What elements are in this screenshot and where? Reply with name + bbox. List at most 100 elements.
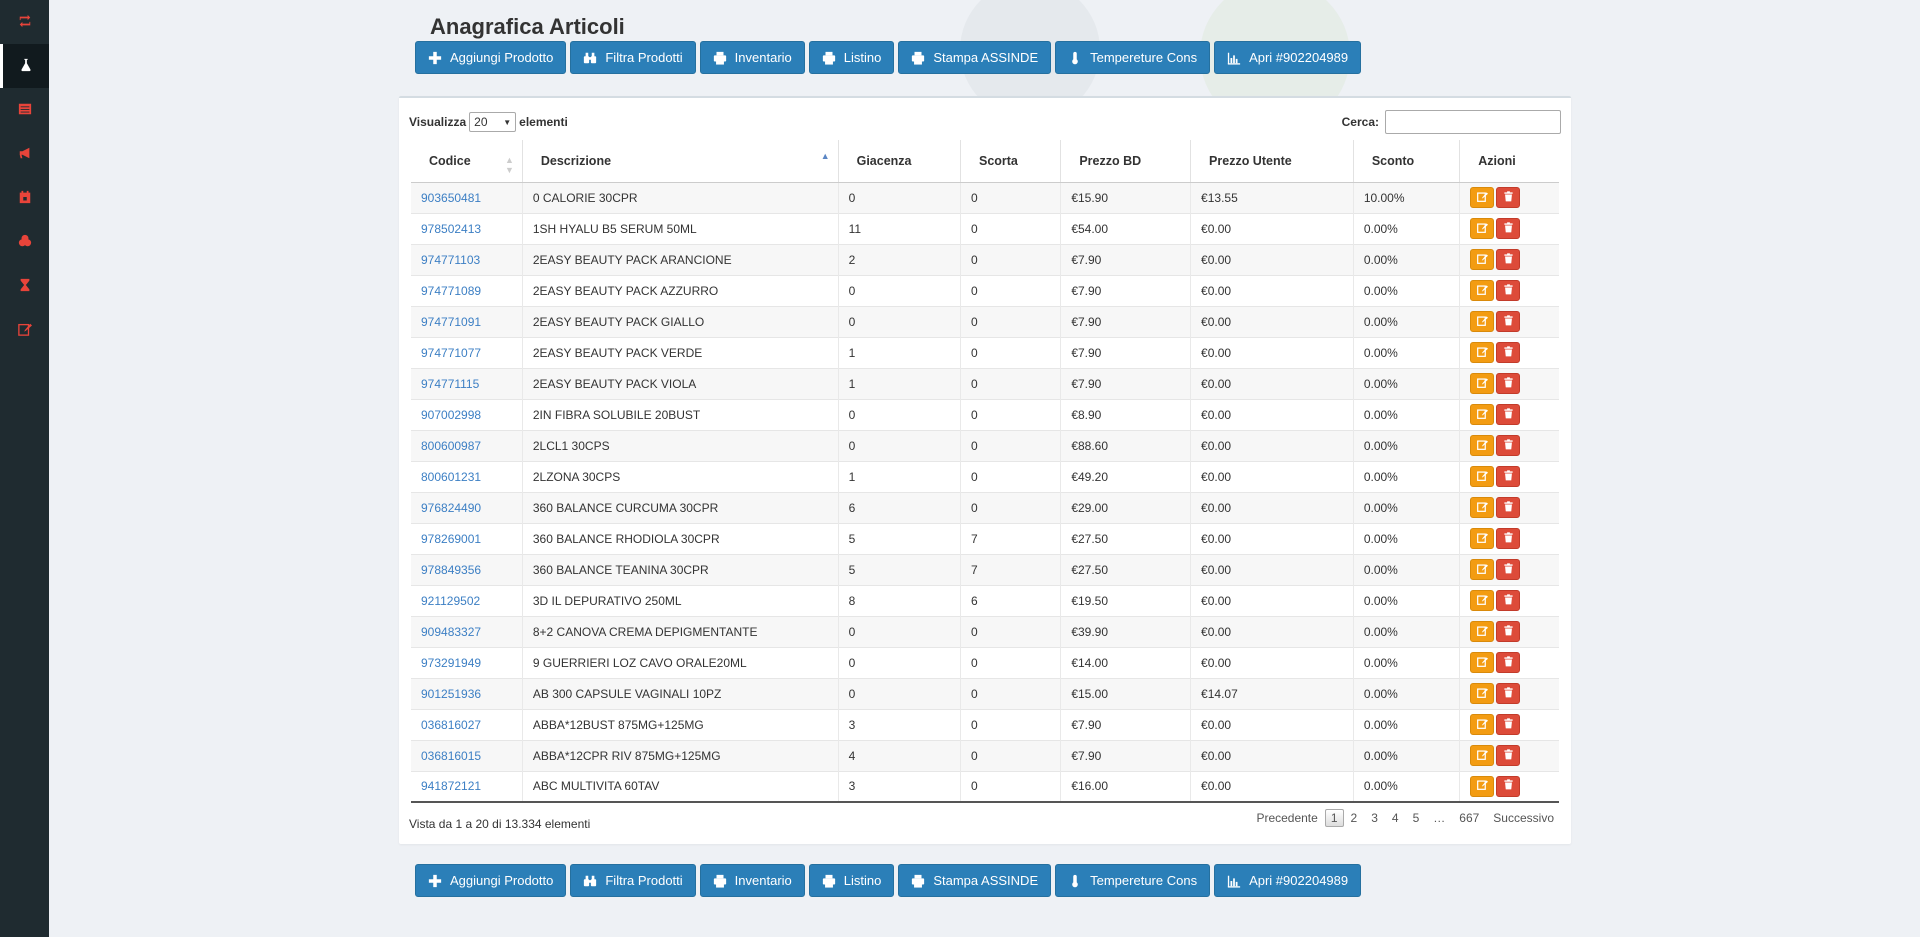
sidebar-item[interactable] (0, 88, 49, 132)
tempereture-cons-button[interactable]: Tempereture Cons (1055, 864, 1211, 897)
delete-button[interactable] (1496, 528, 1521, 549)
apri-902204989-button[interactable]: Apri #902204989 (1214, 864, 1362, 897)
product-code-link[interactable]: 978269001 (411, 522, 523, 554)
pagination-page[interactable]: 2 (1350, 811, 1358, 825)
edit-button[interactable] (1470, 249, 1495, 270)
edit-button[interactable] (1470, 714, 1495, 735)
product-code-link[interactable]: 036816015 (411, 739, 523, 771)
filtra-prodotti-button[interactable]: Filtra Prodotti (570, 864, 696, 897)
edit-button[interactable] (1470, 590, 1495, 611)
column-header[interactable]: Sconto (1353, 140, 1461, 183)
delete-button[interactable] (1496, 249, 1521, 270)
product-code-link[interactable]: 974771091 (411, 305, 523, 337)
edit-button[interactable] (1470, 435, 1495, 456)
product-code-link[interactable]: 974771103 (411, 243, 523, 275)
delete-button[interactable] (1496, 404, 1521, 425)
column-header[interactable]: Prezzo Utente (1190, 140, 1354, 183)
product-code-link[interactable]: 800601231 (411, 460, 523, 492)
stampa-assinde-button[interactable]: Stampa ASSINDE (898, 41, 1052, 74)
sidebar-item[interactable] (0, 176, 49, 220)
sidebar-item[interactable] (0, 264, 49, 308)
edit-button[interactable] (1470, 404, 1495, 425)
edit-button[interactable] (1470, 311, 1495, 332)
edit-button[interactable] (1470, 497, 1495, 518)
pagination-page[interactable]: 5 (1412, 811, 1420, 825)
filtra-prodotti-button[interactable]: Filtra Prodotti (570, 41, 696, 74)
stampa-assinde-button[interactable]: Stampa ASSINDE (898, 864, 1052, 897)
product-code-link[interactable]: 974771077 (411, 336, 523, 368)
pagination-previous[interactable]: Precedente (1256, 811, 1318, 825)
product-code-link[interactable]: 974771115 (411, 367, 523, 399)
edit-button[interactable] (1470, 528, 1495, 549)
edit-button[interactable] (1470, 559, 1495, 580)
sidebar-item[interactable] (0, 44, 49, 88)
delete-button[interactable] (1496, 745, 1521, 766)
delete-button[interactable] (1496, 466, 1521, 487)
product-code-link[interactable]: 036816027 (411, 708, 523, 740)
delete-button[interactable] (1496, 683, 1521, 704)
delete-button[interactable] (1496, 187, 1521, 208)
pagination-page[interactable]: 4 (1391, 811, 1399, 825)
edit-button[interactable] (1470, 373, 1495, 394)
delete-button[interactable] (1496, 590, 1521, 611)
pagination-next[interactable]: Successivo (1493, 811, 1554, 825)
delete-button[interactable] (1496, 218, 1521, 239)
edit-button[interactable] (1470, 621, 1495, 642)
inventario-button[interactable]: Inventario (699, 41, 805, 74)
inventario-button[interactable]: Inventario (699, 864, 805, 897)
edit-button[interactable] (1470, 280, 1495, 301)
delete-button[interactable] (1496, 280, 1521, 301)
tempereture-cons-button[interactable]: Tempereture Cons (1055, 41, 1211, 74)
column-header[interactable]: Codice ▲ ▼ (411, 140, 523, 183)
column-header[interactable]: Prezzo BD (1060, 140, 1192, 183)
product-code-link[interactable]: 909483327 (411, 615, 523, 647)
column-header[interactable]: Scorta (960, 140, 1062, 183)
edit-button[interactable] (1470, 466, 1495, 487)
delete-button[interactable] (1496, 373, 1521, 394)
listino-button[interactable]: Listino (808, 864, 895, 897)
product-code-link[interactable]: 921129502 (411, 584, 523, 616)
delete-button[interactable] (1496, 435, 1521, 456)
delete-button[interactable] (1496, 621, 1521, 642)
pagination-page[interactable]: 3 (1371, 811, 1378, 825)
edit-button[interactable] (1470, 342, 1495, 363)
aggiungi-prodotto-button[interactable]: Aggiungi Prodotto (415, 41, 567, 74)
pagination-page[interactable]: 667 (1459, 811, 1480, 825)
plus-icon (428, 874, 442, 888)
sidebar-item[interactable] (0, 0, 49, 44)
product-code-link[interactable]: 901251936 (411, 677, 523, 709)
page-size-select[interactable]: 20 ▼ (469, 112, 517, 132)
product-code-link[interactable]: 978502413 (411, 212, 523, 244)
delete-button[interactable] (1496, 775, 1521, 797)
delete-button[interactable] (1496, 714, 1521, 735)
edit-button[interactable] (1470, 683, 1495, 704)
product-code-link[interactable]: 976824490 (411, 491, 523, 523)
pagination-page[interactable]: 1 (1324, 809, 1344, 827)
edit-button[interactable] (1470, 745, 1495, 766)
product-code-link[interactable]: 800600987 (411, 429, 523, 461)
edit-button[interactable] (1470, 218, 1495, 239)
product-code-link[interactable]: 973291949 (411, 646, 523, 678)
sidebar-item[interactable] (0, 220, 49, 264)
apri-902204989-button[interactable]: Apri #902204989 (1214, 41, 1362, 74)
delete-button[interactable] (1496, 559, 1521, 580)
edit-button[interactable] (1470, 187, 1495, 208)
product-code-link[interactable]: 978849356 (411, 553, 523, 585)
edit-button[interactable] (1470, 775, 1495, 797)
product-code-link[interactable]: 907002998 (411, 398, 523, 430)
listino-button[interactable]: Listino (808, 41, 895, 74)
product-code-link[interactable]: 903650481 (411, 181, 523, 213)
search-input[interactable] (1385, 110, 1561, 134)
product-code-link[interactable]: 974771089 (411, 274, 523, 306)
delete-button[interactable] (1496, 497, 1521, 518)
delete-button[interactable] (1496, 311, 1521, 332)
sidebar-item[interactable] (0, 132, 49, 176)
delete-button[interactable] (1496, 342, 1521, 363)
aggiungi-prodotto-button[interactable]: Aggiungi Prodotto (415, 864, 567, 897)
column-header[interactable]: Giacenza (838, 140, 961, 183)
product-code-link[interactable]: 941872121 (411, 770, 523, 803)
edit-button[interactable] (1470, 652, 1495, 673)
sidebar-item[interactable] (0, 308, 49, 352)
column-header[interactable]: Descrizione ▲ (522, 140, 839, 183)
delete-button[interactable] (1496, 652, 1521, 673)
